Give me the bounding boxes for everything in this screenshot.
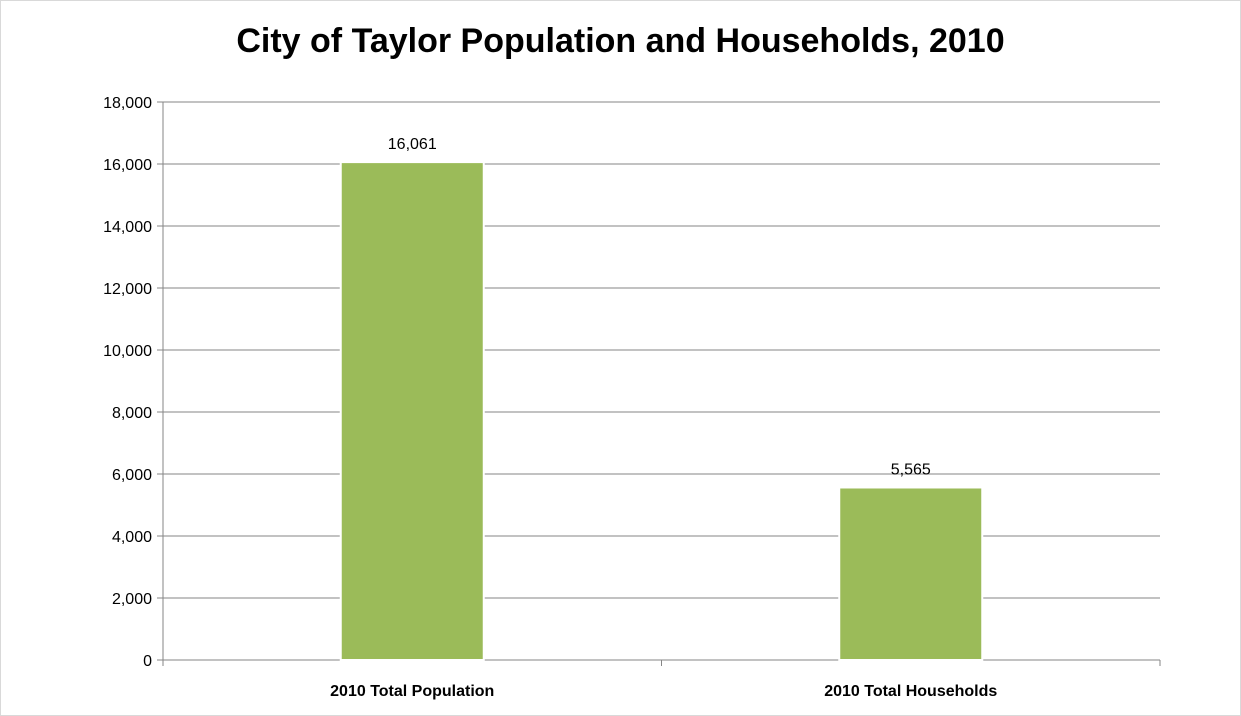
y-tick-label: 16,000	[103, 157, 152, 174]
y-tick-label: 14,000	[103, 219, 152, 236]
labels: 0 2,000 4,000 6,000 8,000 10,000 12,000 14,000 1…	[103, 95, 997, 700]
y-tick-label: 4,000	[112, 529, 152, 546]
gridlines	[163, 101, 1160, 599]
y-tick-label: 12,000	[103, 281, 152, 298]
x-category-label: 2010 Total Households	[824, 683, 997, 700]
chart-title: City of Taylor Population and Households…	[236, 22, 1005, 60]
y-tick-label: 18,000	[103, 95, 152, 112]
data-label: 16,061	[388, 136, 437, 153]
bar	[339, 161, 485, 661]
data-label: 5,565	[891, 461, 931, 478]
y-tick-label: 0	[143, 653, 152, 670]
bar	[838, 486, 984, 661]
bars	[339, 161, 984, 661]
y-tick-label: 6,000	[112, 467, 152, 484]
y-tick-label: 8,000	[112, 405, 152, 422]
y-tick-label: 2,000	[112, 591, 152, 608]
x-category-label: 2010 Total Population	[330, 683, 494, 700]
axes	[157, 101, 1161, 666]
y-tick-label: 10,000	[103, 343, 152, 360]
